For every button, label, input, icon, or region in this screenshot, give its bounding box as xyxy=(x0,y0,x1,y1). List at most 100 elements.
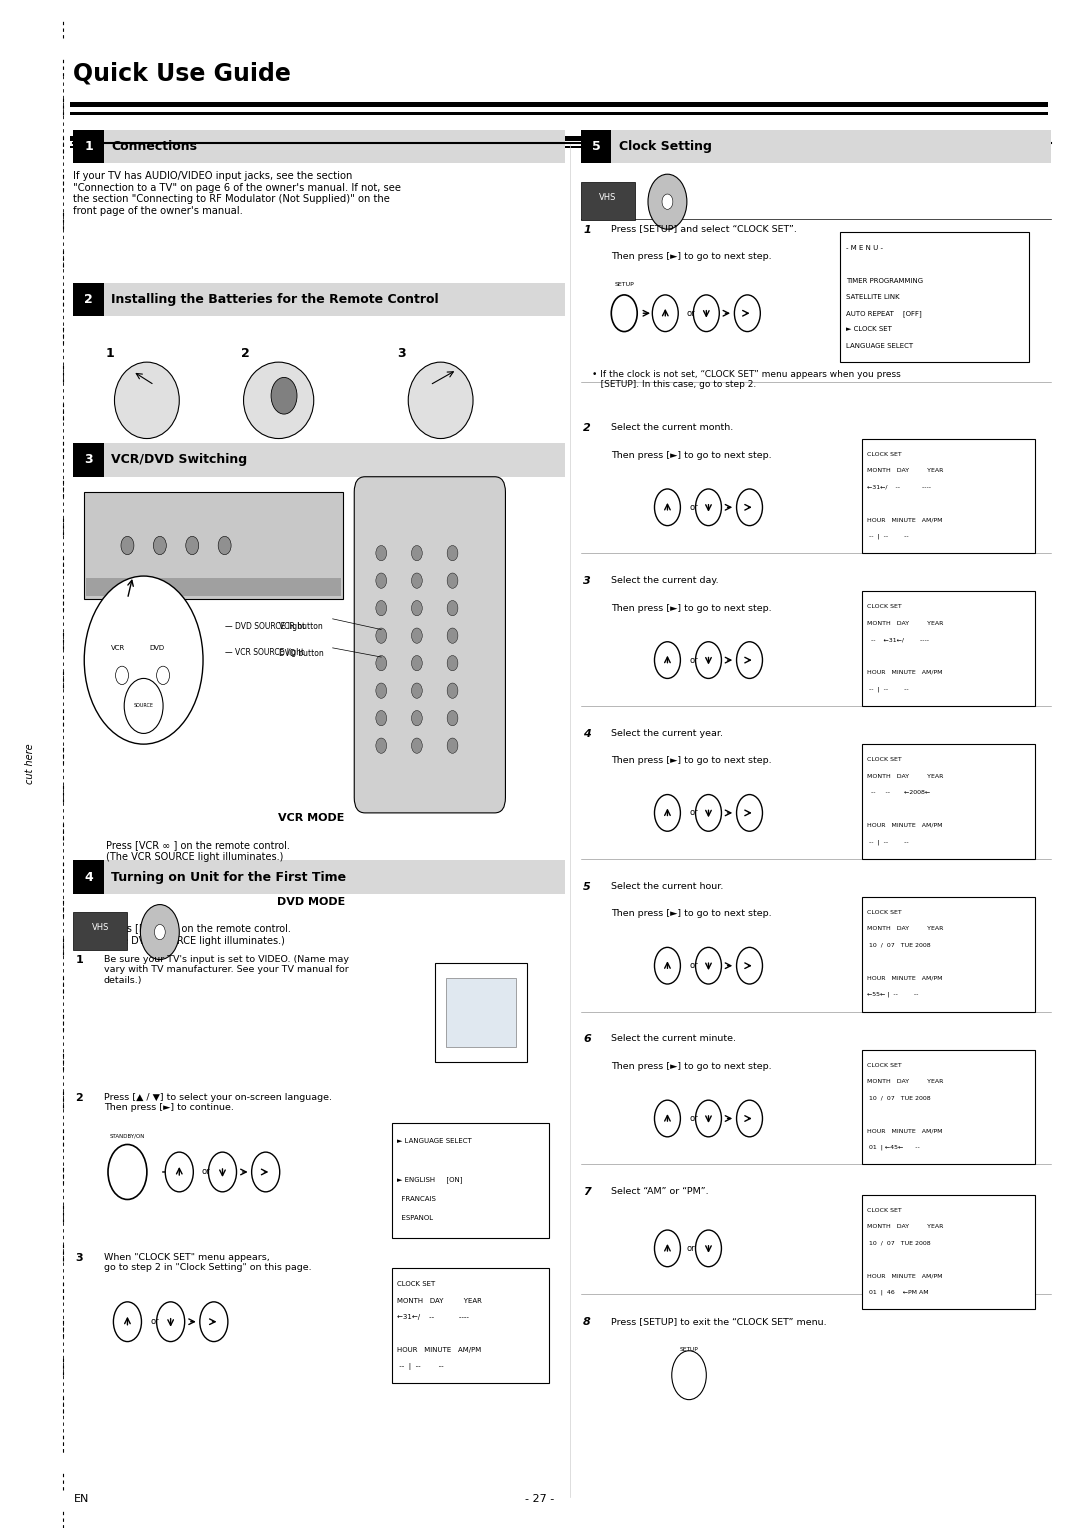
Text: SETUP: SETUP xyxy=(679,1348,699,1352)
Circle shape xyxy=(376,628,387,643)
Circle shape xyxy=(140,905,179,960)
Circle shape xyxy=(411,601,422,616)
Text: Press [SETUP] and select “CLOCK SET”.: Press [SETUP] and select “CLOCK SET”. xyxy=(611,225,797,234)
Text: STANDBY/ON: STANDBY/ON xyxy=(110,1134,145,1138)
Text: Then press [►] to go to next step.: Then press [►] to go to next step. xyxy=(611,1062,772,1071)
Circle shape xyxy=(696,1100,721,1137)
Bar xyxy=(73,130,104,163)
Text: ► ENGLISH     [ON]: ► ENGLISH [ON] xyxy=(397,1177,463,1183)
Text: CLOCK SET: CLOCK SET xyxy=(867,605,902,610)
Text: 7: 7 xyxy=(583,1187,591,1198)
Text: Then press [►] to go to next step.: Then press [►] to go to next step. xyxy=(611,756,772,766)
Circle shape xyxy=(165,1152,193,1192)
Text: 3: 3 xyxy=(583,576,591,587)
Text: 4: 4 xyxy=(583,729,591,740)
Text: ESPANOL: ESPANOL xyxy=(397,1215,433,1221)
Text: --  |  --        --: -- | -- -- xyxy=(397,1363,444,1371)
Text: — DVD SOURCE light: — DVD SOURCE light xyxy=(225,622,305,631)
Circle shape xyxy=(447,683,458,698)
Text: HOUR   MINUTE   AM/PM: HOUR MINUTE AM/PM xyxy=(397,1346,482,1352)
Bar xyxy=(70,145,1048,148)
Text: CLOCK SET: CLOCK SET xyxy=(867,911,902,915)
Text: SETUP: SETUP xyxy=(615,283,634,287)
Circle shape xyxy=(411,628,422,643)
Text: Select “AM” or “PM”.: Select “AM” or “PM”. xyxy=(611,1187,708,1196)
Text: MONTH   DAY         YEAR: MONTH DAY YEAR xyxy=(867,926,944,932)
Text: Press [▲ / ▼] to select your on-screen language.
Then press [►] to continue.: Press [▲ / ▼] to select your on-screen l… xyxy=(104,1093,332,1112)
Text: Clock Setting: Clock Setting xyxy=(619,141,712,153)
Bar xyxy=(73,283,565,316)
Text: CLOCK SET: CLOCK SET xyxy=(867,758,902,762)
Bar xyxy=(70,136,1048,141)
Text: HOUR   MINUTE   AM/PM: HOUR MINUTE AM/PM xyxy=(867,1128,943,1134)
Circle shape xyxy=(648,174,687,229)
Circle shape xyxy=(411,683,422,698)
Text: Turning on Unit for the First Time: Turning on Unit for the First Time xyxy=(111,871,347,883)
Bar xyxy=(73,912,127,950)
Circle shape xyxy=(121,536,134,555)
Bar xyxy=(862,744,1035,859)
Text: 1: 1 xyxy=(84,141,93,153)
Text: 5: 5 xyxy=(592,141,600,153)
Bar xyxy=(392,1123,549,1238)
Text: 8: 8 xyxy=(583,1317,591,1328)
Text: MONTH   DAY         YEAR: MONTH DAY YEAR xyxy=(867,620,944,626)
Text: DVD MODE: DVD MODE xyxy=(276,897,346,908)
Circle shape xyxy=(447,601,458,616)
Text: HOUR   MINUTE   AM/PM: HOUR MINUTE AM/PM xyxy=(867,822,943,828)
Text: 01  |  46    ←PM AM: 01 | 46 ←PM AM xyxy=(867,1290,929,1296)
Text: VHS: VHS xyxy=(92,923,109,932)
Text: Then press [►] to go to next step.: Then press [►] to go to next step. xyxy=(611,451,772,460)
Text: DVD: DVD xyxy=(149,645,164,651)
Text: VCR MODE: VCR MODE xyxy=(278,813,345,824)
Circle shape xyxy=(271,377,297,414)
Circle shape xyxy=(218,536,231,555)
Circle shape xyxy=(376,545,387,561)
Text: CLOCK SET: CLOCK SET xyxy=(867,1063,902,1068)
Text: Press [DVD Ø ] on the remote control.
(The DVD SOURCE light illuminates.): Press [DVD Ø ] on the remote control. (T… xyxy=(106,924,291,946)
Ellipse shape xyxy=(114,362,179,439)
Circle shape xyxy=(84,576,203,744)
Bar xyxy=(840,232,1029,362)
Circle shape xyxy=(654,947,680,984)
Text: When "CLOCK SET" menu appears,
go to step 2 in "Clock Setting" on this page.: When "CLOCK SET" menu appears, go to ste… xyxy=(104,1253,311,1273)
Circle shape xyxy=(411,573,422,588)
Text: VCR/DVD Switching: VCR/DVD Switching xyxy=(111,454,247,466)
Circle shape xyxy=(737,795,762,831)
Text: FRANCAIS: FRANCAIS xyxy=(397,1195,436,1201)
Text: or: or xyxy=(150,1317,159,1326)
Circle shape xyxy=(654,795,680,831)
Text: CLOCK SET: CLOCK SET xyxy=(867,452,902,457)
Circle shape xyxy=(447,573,458,588)
Bar xyxy=(862,591,1035,706)
Circle shape xyxy=(654,642,680,678)
Text: Select the current minute.: Select the current minute. xyxy=(611,1034,737,1044)
Bar xyxy=(70,102,1048,107)
Circle shape xyxy=(376,711,387,726)
Text: 1: 1 xyxy=(76,955,83,966)
Text: 01  | ←45←      --: 01 | ←45← -- xyxy=(867,1144,920,1151)
Circle shape xyxy=(252,1152,280,1192)
Circle shape xyxy=(376,601,387,616)
Text: • If the clock is not set, “CLOCK SET” menu appears when you press
   [SETUP]. I: • If the clock is not set, “CLOCK SET” m… xyxy=(592,370,901,390)
Text: Select the current day.: Select the current day. xyxy=(611,576,719,585)
Text: 4: 4 xyxy=(84,871,93,883)
Bar xyxy=(581,182,635,220)
Text: VCR button: VCR button xyxy=(279,622,323,631)
Text: MONTH   DAY         YEAR: MONTH DAY YEAR xyxy=(867,1224,944,1230)
Circle shape xyxy=(654,1230,680,1267)
Circle shape xyxy=(153,536,166,555)
Text: ► LANGUAGE SELECT: ► LANGUAGE SELECT xyxy=(397,1138,472,1144)
Text: 1: 1 xyxy=(106,347,114,361)
Circle shape xyxy=(693,295,719,332)
Circle shape xyxy=(672,1351,706,1400)
Text: Then press [►] to go to next step.: Then press [►] to go to next step. xyxy=(611,909,772,918)
Text: TIMER PROGRAMMING: TIMER PROGRAMMING xyxy=(846,278,922,284)
Text: AUTO REPEAT    [OFF]: AUTO REPEAT [OFF] xyxy=(846,310,921,316)
Circle shape xyxy=(734,295,760,332)
Circle shape xyxy=(411,656,422,671)
Circle shape xyxy=(696,795,721,831)
Text: ► CLOCK SET: ► CLOCK SET xyxy=(846,327,891,333)
Text: or: or xyxy=(687,1244,696,1253)
Text: Then press [►] to go to next step.: Then press [►] to go to next step. xyxy=(611,604,772,613)
